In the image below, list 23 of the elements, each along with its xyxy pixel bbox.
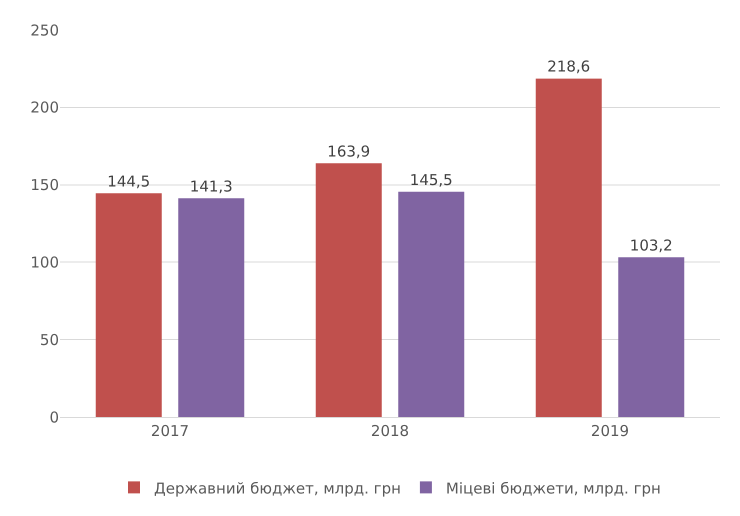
bar bbox=[178, 198, 244, 417]
legend-label: Державний бюджет, млрд. грн bbox=[154, 479, 401, 498]
data-label: 218,6 bbox=[547, 58, 590, 76]
y-tick-label: 0 bbox=[49, 408, 59, 426]
legend-label: Міцеві бюджети, млрд. грн bbox=[446, 479, 661, 498]
bar bbox=[316, 163, 382, 417]
bar bbox=[398, 192, 464, 417]
data-label: 163,9 bbox=[327, 142, 370, 160]
y-tick-label: 50 bbox=[40, 330, 59, 349]
data-label: 144,5 bbox=[107, 172, 150, 190]
x-tick-label: 2017 bbox=[150, 422, 190, 440]
data-label: 145,5 bbox=[410, 170, 453, 189]
y-tick-label: 200 bbox=[30, 98, 59, 117]
y-tick-label: 100 bbox=[30, 253, 59, 272]
bar bbox=[96, 193, 162, 417]
x-tick-label: 2018 bbox=[370, 422, 410, 440]
bar bbox=[618, 257, 684, 417]
y-tick-label: 150 bbox=[30, 176, 59, 194]
y-tick-label: 250 bbox=[30, 21, 59, 40]
x-tick-label: 2019 bbox=[590, 422, 630, 440]
data-label: 103,2 bbox=[630, 236, 673, 254]
data-label: 141,3 bbox=[190, 177, 233, 196]
bar bbox=[536, 78, 602, 417]
